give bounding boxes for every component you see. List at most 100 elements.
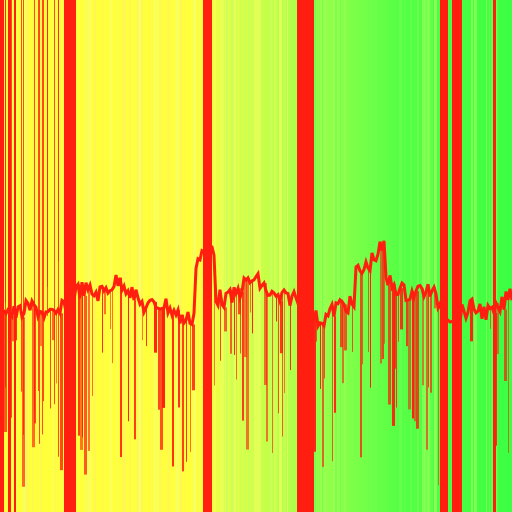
waveform-drip [352, 304, 353, 352]
waveform-drip [380, 241, 382, 364]
waveform-line [0, 240, 512, 331]
light-streak [284, 0, 286, 512]
waveform-drip [412, 291, 414, 419]
waveform-drip [276, 296, 277, 322]
waveform-drip [190, 323, 191, 452]
waveform-drip [320, 322, 321, 389]
waveform-drip [396, 294, 397, 408]
light-streak [336, 0, 337, 512]
light-streak [410, 0, 412, 512]
light-streak [159, 0, 162, 512]
red-bar [493, 0, 496, 512]
waveform-drip [422, 288, 424, 386]
waveform-drip [360, 270, 362, 458]
red-thin-line [34, 0, 35, 411]
light-streak [489, 0, 490, 512]
light-streak [36, 0, 37, 512]
light-streak [167, 0, 169, 512]
light-streak [424, 0, 427, 512]
light-streak [76, 0, 77, 512]
waveform-drip [160, 309, 163, 450]
light-streak [274, 0, 277, 512]
light-streak [110, 0, 112, 512]
waveform-drip [52, 309, 55, 341]
light-streak [85, 0, 86, 512]
waveform-drip [368, 268, 369, 352]
light-streak [87, 0, 90, 512]
waveform-drip [342, 301, 344, 384]
waveform-drip [394, 284, 396, 369]
light-streak [102, 0, 104, 512]
red-bar [452, 0, 462, 512]
waveform-drip [50, 309, 51, 409]
light-streak [226, 0, 228, 512]
red-thin-line [38, 0, 39, 391]
waveform-drip [426, 291, 428, 450]
waveform-drip [134, 300, 136, 440]
light-streak [425, 0, 426, 512]
waveform-drip [220, 289, 221, 361]
waveform-drip [238, 288, 241, 315]
light-streak [270, 0, 273, 512]
waveform-drip [388, 285, 391, 405]
light-streak [136, 0, 139, 512]
waveform-drip [504, 309, 507, 381]
red-bar [64, 0, 76, 512]
waveform-drip [290, 305, 291, 371]
red-bar [440, 0, 448, 512]
light-streak [314, 0, 316, 512]
light-streak [29, 0, 30, 512]
waveform-drip [430, 296, 432, 393]
light-streak [240, 0, 242, 512]
waveform-drip [384, 240, 385, 344]
light-streak [283, 0, 284, 512]
red-thin-line [47, 0, 48, 287]
waveform-drip [284, 290, 285, 394]
red-thin-line [58, 0, 59, 457]
light-streak [198, 0, 199, 512]
light-streak [323, 0, 324, 512]
light-streak [238, 0, 239, 512]
light-streak [427, 0, 430, 512]
waveform-drip [214, 255, 215, 386]
light-streak [234, 0, 237, 512]
light-streak [41, 0, 42, 512]
light-streak [274, 0, 275, 512]
light-streak [252, 0, 253, 512]
waveform-drip [182, 314, 184, 472]
red-thin-line [21, 0, 22, 392]
red-thin-line [42, 0, 43, 435]
red-thin-line [14, 0, 15, 357]
red-thin-line [54, 0, 55, 405]
red-bars [0, 0, 496, 512]
light-streak [221, 0, 224, 512]
light-streak [225, 0, 226, 512]
red-thin-line [23, 0, 24, 435]
light-streak [135, 0, 136, 512]
light-streak [422, 0, 425, 512]
waveform-drip [322, 323, 324, 467]
light-streak [335, 0, 336, 512]
waveform-drip [158, 308, 160, 410]
light-streak [180, 0, 182, 512]
waveform-drip [12, 316, 15, 342]
waveform-drip [234, 287, 235, 355]
waveform-drip [104, 290, 106, 315]
waveform-drip [56, 313, 57, 384]
waveform-drip [344, 304, 347, 351]
red-bar [8, 0, 11, 512]
light-streak [254, 0, 257, 512]
light-streak [474, 0, 477, 512]
light-streak [233, 0, 235, 512]
waveform-drip [508, 299, 509, 453]
light-streak [360, 0, 361, 512]
waveform-drip [282, 292, 283, 437]
waveform-drip [428, 284, 429, 388]
light-streak [141, 0, 143, 512]
light-streak [471, 0, 473, 512]
light-streak [52, 0, 54, 512]
waveform-drip [88, 289, 90, 451]
light-streak [319, 0, 320, 512]
light-streak [367, 0, 369, 512]
light-streak [236, 0, 237, 512]
